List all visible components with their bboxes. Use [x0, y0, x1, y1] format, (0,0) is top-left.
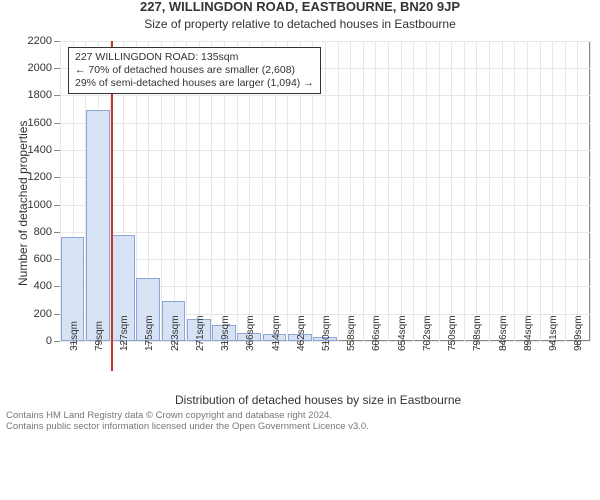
y-tick-label: 1200 — [28, 171, 60, 183]
y-tick-label: 400 — [34, 280, 60, 292]
chart-zone: 0 200 400 600 800 1000 1200 1400 1600 1800 2000 220… — [0, 35, 600, 407]
grid-line-vertical — [514, 41, 515, 341]
x-tick-label: 414sqm — [271, 315, 282, 351]
info-box-line-3: 29% of semi-detached houses are larger (… — [75, 77, 314, 90]
grid-line-vertical — [565, 41, 566, 341]
y-tick-label: 1600 — [28, 117, 60, 129]
x-tick-label: 510sqm — [321, 315, 332, 351]
grid-line-vertical — [502, 41, 503, 341]
grid-line-vertical — [426, 41, 427, 341]
grid-line-vertical — [464, 41, 465, 341]
y-tick-label: 1400 — [28, 144, 60, 156]
x-tick-label: 79sqm — [94, 321, 105, 351]
footnote-line-1: Contains HM Land Registry data © Crown c… — [6, 410, 594, 421]
info-box-line-1: 227 WILLINGDON ROAD: 135sqm — [75, 51, 314, 64]
x-tick-label: 462sqm — [296, 315, 307, 351]
x-tick-label: 750sqm — [447, 315, 458, 351]
grid-line-vertical — [325, 41, 326, 341]
x-tick-label: 989sqm — [573, 315, 584, 351]
x-tick-label: 31sqm — [69, 321, 80, 351]
x-tick-label: 175sqm — [144, 315, 155, 351]
grid-line-vertical — [439, 41, 440, 341]
grid-line-vertical — [476, 41, 477, 341]
x-tick-label: 654sqm — [397, 315, 408, 351]
grid-line-vertical — [363, 41, 364, 341]
y-tick-label: 600 — [34, 253, 60, 265]
x-tick-label: 846sqm — [498, 315, 509, 351]
grid-line-vertical — [388, 41, 389, 341]
x-tick-label: 798sqm — [472, 315, 483, 351]
grid-line-vertical — [338, 41, 339, 341]
y-tick-label: 0 — [46, 335, 60, 347]
grid-line-vertical — [489, 41, 490, 341]
grid-line-vertical — [590, 41, 591, 341]
info-box: 227 WILLINGDON ROAD: 135sqm← 70% of deta… — [68, 47, 321, 94]
grid-line-vertical — [375, 41, 376, 341]
y-tick-label: 1000 — [28, 199, 60, 211]
chart-subtitle: Size of property relative to detached ho… — [0, 17, 600, 31]
x-tick-label: 606sqm — [371, 315, 382, 351]
x-tick-label: 271sqm — [195, 315, 206, 351]
footnote: Contains HM Land Registry data © Crown c… — [0, 407, 600, 433]
x-tick-label: 941sqm — [548, 315, 559, 351]
plot-area: 0200400600800100012001400160018002000220… — [60, 41, 590, 341]
grid-line-vertical — [401, 41, 402, 341]
x-tick-label: 223sqm — [170, 315, 181, 351]
x-tick-label: 319sqm — [220, 315, 231, 351]
footnote-line-2: Contains public sector information licen… — [6, 421, 594, 432]
x-tick-label: 702sqm — [422, 315, 433, 351]
grid-line-vertical — [527, 41, 528, 341]
y-tick-label: 2000 — [28, 62, 60, 74]
x-tick-label: 366sqm — [245, 315, 256, 351]
x-tick-label: 894sqm — [523, 315, 534, 351]
chart-container: { "header": { "title": "227, WILLINGDON … — [0, 0, 600, 500]
y-tick-label: 1800 — [28, 89, 60, 101]
x-axis-label: Distribution of detached houses by size … — [175, 393, 461, 407]
x-tick-label: 558sqm — [346, 315, 357, 351]
grid-line-vertical — [451, 41, 452, 341]
grid-line-vertical — [577, 41, 578, 341]
y-tick-label: 200 — [34, 308, 60, 320]
info-box-line-2: ← 70% of detached houses are smaller (2,… — [75, 64, 314, 77]
histogram-bar — [86, 110, 110, 340]
grid-line-vertical — [540, 41, 541, 341]
chart-title: 227, WILLINGDON ROAD, EASTBOURNE, BN20 9… — [0, 0, 600, 15]
grid-line-vertical — [413, 41, 414, 341]
y-tick-label: 800 — [34, 226, 60, 238]
y-tick-label: 2200 — [28, 35, 60, 47]
grid-line-vertical — [350, 41, 351, 341]
y-axis-label: Number of detached properties — [16, 121, 30, 286]
x-tick-label: 127sqm — [119, 315, 130, 351]
grid-line-vertical — [552, 41, 553, 341]
